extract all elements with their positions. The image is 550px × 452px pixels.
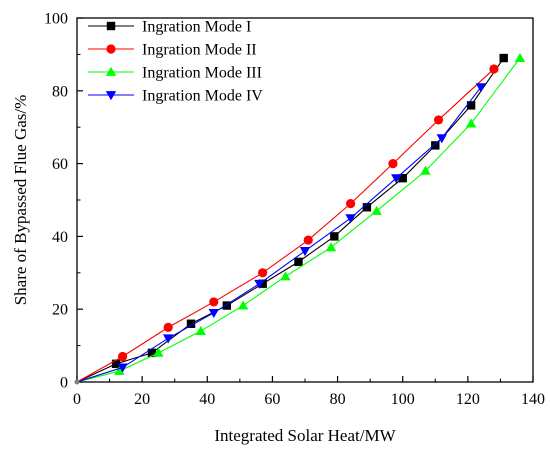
- y-tick-label: 80: [52, 83, 68, 100]
- series-line: [76, 57, 505, 383]
- data-point: [280, 271, 291, 281]
- data-point: [254, 279, 265, 289]
- data-point: [237, 300, 249, 310]
- data-point: [433, 115, 444, 125]
- legend-label: Ingration Mode III: [142, 65, 262, 82]
- y-axis-title: Share of Bypassed Flue Gas/%: [11, 95, 30, 306]
- data-point: [222, 301, 232, 310]
- data-point: [391, 174, 402, 184]
- series-4: [76, 83, 487, 383]
- data-point: [186, 319, 196, 328]
- data-point: [466, 101, 476, 110]
- series-line: [76, 68, 495, 383]
- legend-label: Ingration Mode II: [142, 42, 257, 59]
- series-3: [76, 52, 526, 383]
- x-tick-label: 120: [456, 391, 480, 408]
- data-point: [117, 363, 128, 373]
- series-line: [76, 86, 482, 383]
- x-tick-label: 20: [134, 391, 150, 408]
- x-axis-title: Integrated Solar Heat/MW: [214, 426, 396, 445]
- data-point: [398, 173, 407, 183]
- legend: Ingration Mode I Ingration Mode II Ingrati…: [88, 19, 263, 105]
- data-point: [258, 279, 267, 288]
- data-point: [325, 242, 337, 252]
- data-point: [330, 232, 339, 241]
- data-point: [163, 322, 173, 332]
- legend-entry: Ingration Mode II: [88, 42, 257, 59]
- legend-marker: [105, 66, 117, 76]
- series-2: [76, 64, 499, 383]
- data-point: [346, 199, 356, 209]
- data-point: [465, 118, 477, 128]
- x-tick-label: 60: [264, 391, 280, 408]
- data-point: [489, 64, 499, 74]
- x-tick-label: 100: [391, 391, 415, 408]
- data-point: [111, 359, 121, 368]
- x-tick-label: 0: [73, 391, 81, 408]
- x-tick-label: 40: [199, 391, 215, 408]
- data-point: [299, 247, 311, 257]
- legend-entry: Ingration Mode I: [88, 19, 251, 36]
- series-layer: [74, 52, 526, 385]
- data-point: [209, 297, 219, 307]
- x-tick-label: 80: [330, 391, 346, 408]
- data-point: [420, 165, 431, 175]
- legend-marker: [106, 21, 116, 31]
- data-point: [431, 141, 440, 150]
- legend-marker: [105, 91, 117, 101]
- legend-marker: [106, 44, 116, 54]
- data-point: [475, 83, 487, 93]
- origin-point: [74, 379, 80, 385]
- data-point: [371, 205, 382, 215]
- data-point: [153, 347, 164, 357]
- data-point: [514, 52, 526, 62]
- data-point: [258, 268, 268, 278]
- legend-label: Ingration Mode IV: [142, 88, 263, 105]
- data-point: [118, 351, 128, 362]
- data-point: [195, 325, 206, 335]
- data-point: [362, 203, 372, 212]
- y-tick-label: 20: [52, 302, 68, 319]
- data-point: [208, 308, 219, 319]
- data-point: [147, 348, 157, 358]
- y-tick-label: 100: [44, 11, 68, 28]
- axis-ticks: [76, 17, 534, 383]
- data-point: [388, 159, 398, 169]
- legend-entry: Ingration Mode III: [88, 65, 262, 82]
- data-point: [294, 257, 303, 267]
- y-tick-label: 0: [60, 375, 68, 392]
- data-point: [436, 134, 447, 144]
- series-1: [76, 53, 508, 383]
- y-tick-label: 40: [52, 229, 68, 246]
- data-point: [114, 365, 125, 375]
- data-point: [345, 214, 356, 224]
- data-point: [303, 235, 313, 245]
- tick-labels: 0 20 40 60 80 100 120 140 0 20 40 60 80 100: [44, 11, 545, 409]
- data-point: [163, 334, 174, 344]
- x-tick-label: 140: [521, 391, 545, 408]
- legend-label: Ingration Mode I: [142, 19, 251, 36]
- y-tick-label: 60: [52, 156, 68, 173]
- data-point: [499, 53, 508, 63]
- legend-entry: Ingration Mode IV: [88, 88, 263, 105]
